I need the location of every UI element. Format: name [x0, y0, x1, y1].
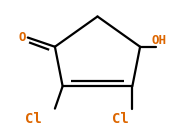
Text: Cl: Cl: [25, 112, 42, 126]
Text: O: O: [18, 31, 26, 44]
Text: OH: OH: [152, 34, 167, 47]
Text: Cl: Cl: [112, 112, 129, 126]
